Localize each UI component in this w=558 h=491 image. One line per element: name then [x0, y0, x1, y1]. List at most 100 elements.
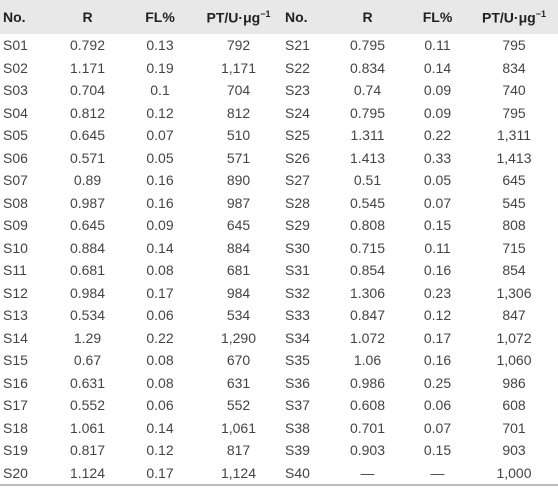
table-cell: 681 — [226, 262, 251, 279]
table-cell: 740 — [502, 82, 526, 99]
table-cell: S11 — [3, 262, 27, 279]
table-cell: 0.17 — [423, 329, 452, 346]
table-cell: 1,306 — [496, 284, 532, 301]
table-cell: 808 — [502, 217, 526, 234]
table-cell: 0.06 — [146, 397, 174, 414]
table-cell: S02 — [3, 59, 28, 76]
table-cell: S40 — [285, 464, 310, 481]
table-cell: 1,290 — [220, 329, 257, 346]
table-cell: 0.545 — [349, 194, 386, 211]
table-cell: 0.986 — [349, 374, 386, 391]
table-cell: 1,413 — [496, 149, 532, 166]
table-cell: 0.07 — [423, 419, 452, 436]
table-row: S09 0.645 0.09 645 S29 0.808 0.15 808 — [0, 214, 558, 237]
table-cell: 0.05 — [146, 149, 174, 166]
table-cell: 1.413 — [349, 149, 386, 166]
table-row: S15 0.67 0.08 670 S35 1.06 0.16 1,060 — [0, 349, 558, 372]
table-cell: S07 — [3, 172, 28, 189]
table-cell: 701 — [502, 419, 526, 436]
table-cell: S18 — [3, 419, 28, 436]
table-cell: 817 — [226, 442, 251, 459]
table-cell: 1,060 — [496, 352, 532, 369]
table-cell: 1.061 — [69, 419, 106, 436]
table-cell: 0.74 — [353, 82, 382, 99]
table-cell: S10 — [3, 239, 28, 256]
table-cell: 795 — [502, 37, 526, 54]
table-cell: 854 — [502, 262, 526, 279]
header-text: R — [362, 9, 373, 25]
table-cell: 0.11 — [424, 37, 451, 54]
table-cell: 0.715 — [349, 239, 386, 256]
table-cell: S14 — [3, 329, 28, 346]
table-cell: 0.834 — [349, 59, 386, 76]
table-cell: S09 — [3, 217, 28, 234]
table-row: S05 0.645 0.07 510 S25 1.311 0.22 1,311 — [0, 124, 558, 147]
table-cell: 1,000 — [496, 464, 532, 481]
table-cell: 0.06 — [423, 397, 452, 414]
table-cell: S20 — [3, 464, 28, 481]
table-cell: 0.645 — [69, 217, 106, 234]
table-cell: 0.795 — [349, 37, 386, 54]
table-cell: 0.16 — [146, 194, 174, 211]
table-cell: 0.812 — [69, 104, 106, 121]
table-cell: 645 — [226, 217, 251, 234]
table-cell: 0.23 — [423, 284, 452, 301]
table-cell: S08 — [3, 194, 28, 211]
table-row: S03 0.704 0.1 704 S23 0.74 0.09 740 — [0, 79, 558, 102]
table-row: S18 1.061 0.14 1,061 S38 0.701 0.07 701 — [0, 417, 558, 440]
table-cell: 0.12 — [146, 442, 174, 459]
table-row: S08 0.987 0.16 987 S28 0.545 0.07 545 — [0, 192, 558, 215]
table-cell: 0.16 — [423, 352, 452, 369]
table-cell: S15 — [3, 352, 28, 369]
table-cell: 0.05 — [423, 172, 452, 189]
table-cell: 1.311 — [350, 127, 385, 144]
table-cell: 1,311 — [497, 127, 531, 144]
table-cell: S01 — [3, 37, 28, 54]
table-cell: S35 — [285, 352, 310, 369]
table-cell: S28 — [285, 194, 310, 211]
header-superscript: −1 — [535, 8, 546, 19]
table-cell: 0.33 — [423, 149, 452, 166]
table-cell: 0.984 — [69, 284, 106, 301]
table-row: S06 0.571 0.05 571 S26 1.413 0.33 1,413 — [0, 147, 558, 170]
header-row: No. R FL% PT/U·μg−1 No. R FL% PT/U·μg−1 — [0, 0, 558, 34]
table-row: S19 0.817 0.12 817 S39 0.903 0.15 903 — [0, 439, 558, 462]
table-cell: 534 — [226, 307, 251, 324]
table-cell: 670 — [226, 352, 251, 369]
table-cell: 792 — [226, 37, 251, 54]
table-cell: 0.25 — [423, 374, 452, 391]
table-cell: S21 — [285, 37, 310, 54]
table-cell: 0.09 — [423, 104, 452, 121]
table-cell: 0.903 — [349, 442, 386, 459]
table-cell: 0.808 — [349, 217, 386, 234]
table-cell: 545 — [502, 194, 526, 211]
table-cell: 1.29 — [73, 329, 102, 346]
table-cell: S38 — [285, 419, 310, 436]
header-text: PT/U·μg — [206, 9, 261, 26]
table-cell: S32 — [285, 284, 310, 301]
table-cell: S04 — [3, 104, 28, 121]
table-cell: 0.22 — [423, 127, 452, 144]
table-row: S12 0.984 0.17 984 S32 1.306 0.23 1,306 — [0, 282, 558, 305]
table-cell: 0.22 — [146, 329, 174, 346]
table-cell: S05 — [3, 127, 28, 144]
table-cell: 986 — [502, 374, 526, 391]
table-cell: S30 — [285, 239, 310, 256]
table-cell: 0.608 — [349, 397, 386, 414]
table-cell: S16 — [3, 374, 28, 391]
header-text: PT/U·μg — [482, 9, 536, 26]
header-superscript: −1 — [260, 8, 271, 19]
table-row: S10 0.884 0.14 884 S30 0.715 0.11 715 — [0, 237, 558, 260]
table-cell: 1.171 — [69, 59, 106, 76]
table-cell: S19 — [3, 442, 28, 459]
table-cell: 1.306 — [349, 284, 386, 301]
table-cell: 0.571 — [69, 149, 106, 166]
table-cell: S29 — [285, 217, 310, 234]
table-cell: 0.14 — [146, 239, 174, 256]
table-cell: S12 — [3, 284, 28, 301]
header-text: FL% — [145, 9, 175, 25]
table-cell: S36 — [285, 374, 310, 391]
table-cell: 1.06 — [353, 352, 382, 369]
table-cell: 0.795 — [349, 104, 386, 121]
table-cell: 0.11 — [424, 239, 451, 256]
